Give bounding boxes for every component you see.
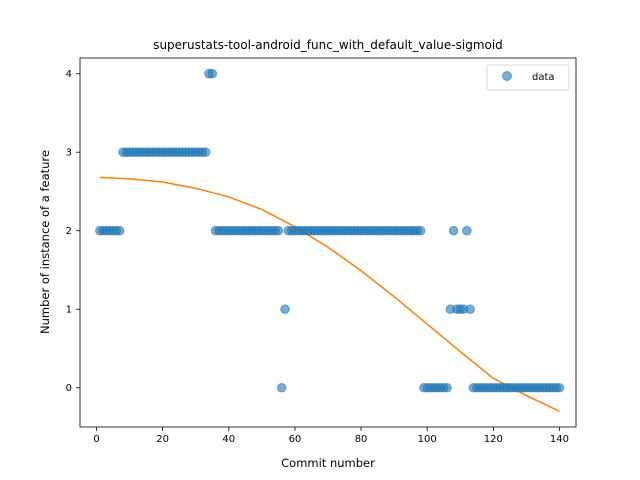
data-point [554, 382, 565, 393]
data-point [448, 225, 459, 236]
y-tick-label: 1 [66, 305, 72, 316]
y-tick-label: 4 [66, 69, 72, 80]
data-point [200, 147, 211, 158]
y-axis-label: Number of instance of a feature [38, 150, 52, 334]
x-tick-label: 120 [484, 434, 503, 445]
data-point [280, 304, 290, 315]
legend-label-data: data [532, 72, 555, 83]
legend: data [486, 64, 570, 91]
x-tick-label: 20 [156, 434, 169, 445]
data-point [114, 225, 125, 236]
data-point [273, 225, 284, 236]
legend-box [486, 64, 570, 91]
x-tick-label: 100 [418, 434, 437, 445]
y-axis-ticks: 0 1 2 3 4 [66, 69, 80, 394]
data-point [462, 225, 472, 236]
x-tick-label: 60 [289, 434, 302, 445]
data-point [207, 68, 218, 79]
legend-marker-data [502, 71, 512, 81]
data-points-layer [95, 68, 565, 393]
data-point [442, 382, 452, 393]
plot-frame [79, 57, 577, 428]
y-tick-label: 0 [66, 383, 72, 394]
x-axis-label: Commit number [281, 456, 375, 470]
x-tick-label: 40 [222, 434, 235, 445]
data-point [276, 382, 287, 393]
sigmoid-fit-line [99, 176, 560, 412]
x-tick-label: 140 [550, 434, 569, 445]
data-point [415, 225, 426, 236]
x-axis-ticks: 0 20 40 60 80 100 120 140 [93, 427, 569, 445]
fit-curve-layer [99, 176, 560, 412]
x-tick-label: 0 [93, 434, 99, 445]
x-tick-label: 80 [355, 434, 368, 445]
y-tick-label: 2 [66, 226, 72, 237]
chart-title: superustats-tool-android_func_with_defau… [153, 38, 503, 52]
y-tick-label: 3 [66, 148, 72, 159]
plot-area [80, 58, 576, 427]
data-point [465, 304, 475, 315]
